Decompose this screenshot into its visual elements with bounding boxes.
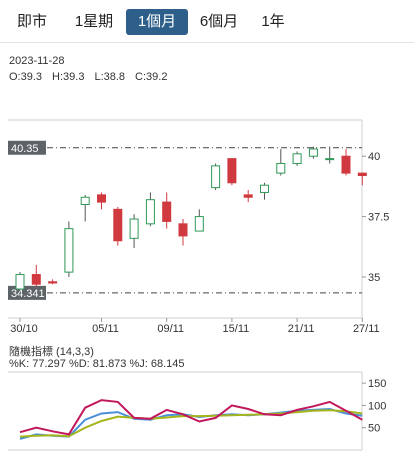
indicator-y-tick-label: 150	[368, 378, 386, 390]
candle-up	[15, 274, 25, 290]
candle-up	[292, 153, 302, 164]
candle-down	[178, 223, 188, 237]
close-value: C:39.2	[135, 71, 168, 83]
tab-realtime[interactable]: 即市	[16, 13, 47, 30]
candle-down	[341, 155, 351, 174]
indicator-y-tick-label: 50	[368, 423, 380, 435]
x-tick-label: 30/10	[10, 323, 38, 335]
d-value: %D: 81.873	[68, 358, 127, 370]
tab-6-months[interactable]: 6個月	[199, 13, 239, 30]
j-line	[19, 399, 363, 436]
candle-down	[113, 208, 123, 242]
indicator-y-tick-label: 100	[368, 400, 386, 412]
candle-up	[325, 158, 335, 161]
candle-down	[357, 172, 367, 177]
candle-down	[97, 194, 106, 203]
tab-1-year[interactable]: 1年	[261, 13, 285, 30]
candle-down	[162, 201, 172, 222]
x-tick-label: 05/11	[92, 323, 119, 335]
tab-1-week[interactable]: 1星期	[74, 13, 114, 30]
candle-up	[194, 216, 204, 232]
candle-up	[276, 162, 286, 174]
indicator-values: %K: 77.297 %D: 81.873 %J: 68.145	[9, 358, 185, 370]
ohlc-readout: O:39.3 H:39.3 L:38.8 C:39.2	[9, 71, 177, 83]
candle-down	[31, 274, 41, 285]
price-y-tick-label: 40	[368, 151, 380, 163]
candle-up	[80, 196, 90, 206]
open-value: O:39.3	[9, 71, 43, 83]
k-value: %K: 77.297	[9, 358, 66, 370]
reference-label-box	[8, 140, 46, 155]
candle-up	[308, 148, 318, 157]
reference-label: 40.35	[11, 143, 39, 155]
period-tabs: 即市 1星期 1個月 6個月 1年	[0, 0, 414, 43]
low-value: L:38.8	[94, 71, 126, 83]
indicator-title: 隨機指標 (14,3,3)	[9, 346, 94, 358]
x-tick-label: 27/11	[353, 323, 380, 335]
high-value: H:39.3	[52, 71, 85, 83]
candle-up	[129, 218, 139, 239]
x-tick-label: 21/11	[288, 323, 315, 335]
candle-down	[48, 281, 58, 284]
candle-up	[260, 184, 269, 193]
quote-date: 2023-11-28	[9, 55, 65, 67]
candle-up	[64, 228, 74, 273]
x-tick-label: 15/11	[223, 323, 250, 335]
price-y-tick-label: 37.5	[368, 212, 389, 224]
tab-1-month[interactable]: 1個月	[126, 9, 188, 35]
candle-up	[211, 165, 221, 189]
j-value: %J: 68.145	[129, 358, 185, 370]
reference-label: 34.341	[11, 288, 45, 300]
candle-up	[145, 199, 155, 225]
d-line	[19, 409, 363, 438]
candle-down	[227, 158, 237, 184]
price-y-tick-label: 35	[368, 272, 380, 284]
candle-down	[243, 194, 253, 198]
x-tick-label: 09/11	[157, 323, 184, 335]
